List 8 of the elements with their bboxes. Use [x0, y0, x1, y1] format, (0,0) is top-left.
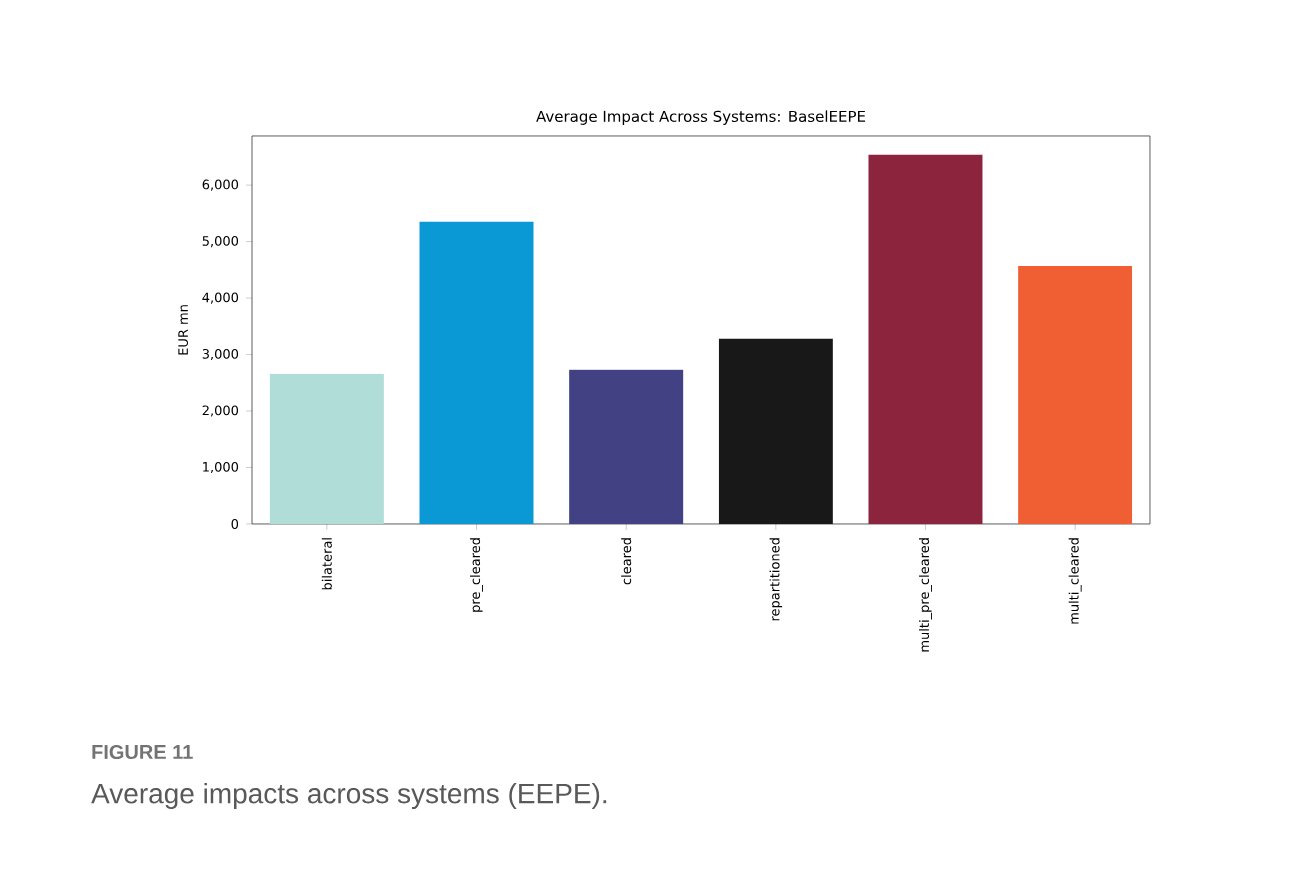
caption: FIGURE 11	[92, 744, 193, 760]
text: Average impacts across systems (EEPE).	[91, 782, 607, 810]
bar	[1018, 265, 1133, 524]
bar	[419, 221, 534, 524]
bar	[269, 373, 384, 524]
bar	[569, 369, 684, 524]
bar	[868, 154, 983, 524]
bar	[718, 338, 833, 524]
